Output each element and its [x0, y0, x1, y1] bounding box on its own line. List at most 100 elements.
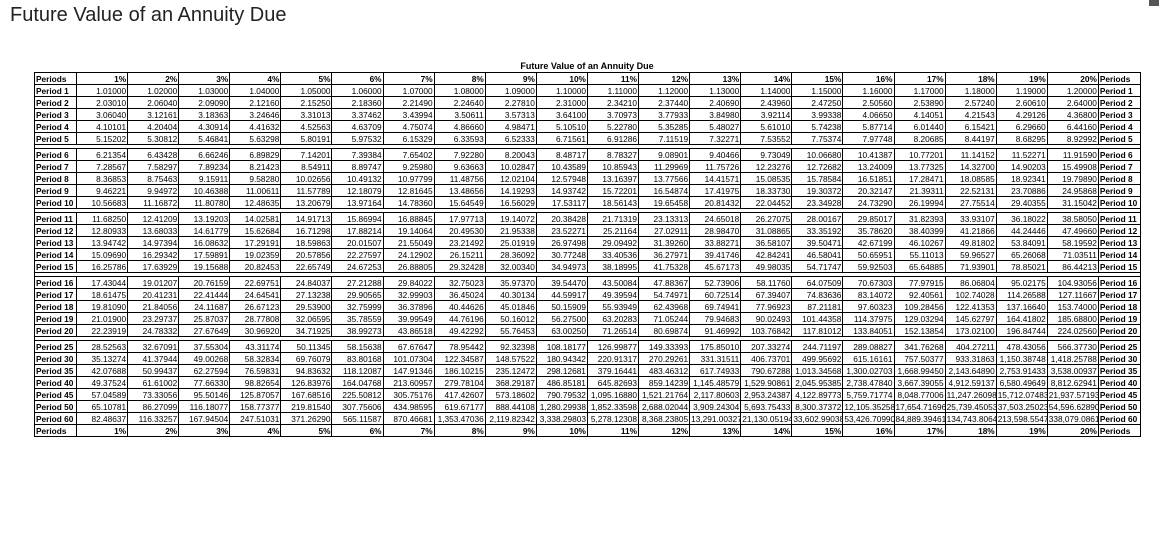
table-cell: 67.67647: [382, 340, 435, 353]
period-label: Period 5: [1097, 132, 1141, 145]
table-cell: 46.58041: [791, 248, 844, 261]
table-cell: 10.43589: [535, 160, 588, 173]
table-cell: 37.55304: [178, 340, 231, 353]
table-cell: 3.18363: [178, 108, 231, 121]
table-cell: 2,143.64890: [944, 364, 997, 377]
periods-header: Periods: [1097, 424, 1141, 437]
table-cell: 95.50146: [178, 388, 231, 401]
table-cell: 21.39311: [893, 184, 946, 197]
table-cell: 29.32428: [433, 260, 486, 273]
table-cell: 1.17000: [893, 84, 946, 97]
table-cell: 34.71925: [280, 324, 333, 337]
period-label: Period 8: [1097, 172, 1141, 185]
table-cell: 16.08632: [178, 236, 231, 249]
rate-header: 16%: [842, 72, 895, 85]
table-cell: 1.06000: [331, 84, 384, 97]
table-cell: 17.28471: [893, 172, 946, 185]
table-cell: 20.76159: [178, 276, 231, 289]
table-cell: 23.29737: [127, 312, 180, 325]
table-cell: 22.23919: [75, 324, 129, 337]
table-cell: 13.77325: [893, 160, 946, 173]
rate-header: 1%: [75, 72, 129, 85]
rate-header: 15%: [791, 424, 844, 437]
table-cell: 617.74933: [689, 364, 742, 377]
table-cell: 37,503.25023: [995, 400, 1048, 413]
table-cell: 24.11687: [178, 300, 231, 313]
table-cell: 3.70973: [586, 108, 640, 121]
table-cell: 32.67091: [127, 340, 180, 353]
table-cell: 13.24009: [842, 160, 895, 173]
table-cell: 13.97164: [331, 196, 384, 209]
table-cell: 98.82654: [229, 376, 282, 389]
table-cell: 18.61475: [75, 288, 129, 301]
table-cell: 4.98471: [484, 120, 537, 133]
period-label: Period 30: [34, 352, 77, 365]
period-label: Period 20: [1097, 324, 1141, 337]
table-cell: 7.53552: [740, 132, 793, 145]
table-cell: 28.00167: [791, 212, 844, 225]
table-cell: 11.16872: [127, 196, 180, 209]
table-cell: 70.67303: [842, 276, 895, 289]
table-cell: 53.84091: [995, 236, 1048, 249]
table-cell: 7.75374: [791, 132, 844, 145]
table-cell: 185.68800: [1046, 312, 1099, 325]
annuity-table-container: Future Value of an Annuity Due Periods 1%…: [34, 61, 1141, 437]
table-cell: 13.48656: [433, 184, 486, 197]
table-cell: 49.98035: [740, 260, 793, 273]
period-label: Period 17: [1097, 288, 1141, 301]
table-cell: 20.41231: [127, 288, 180, 301]
table-cell: 65.10781: [75, 400, 129, 413]
table-cell: 17.88214: [331, 224, 384, 237]
table-cell: 2,117.80603: [689, 388, 742, 401]
table-cell: 15.09690: [75, 248, 129, 261]
rate-header: 2%: [127, 72, 180, 85]
table-cell: 14.41571: [689, 172, 742, 185]
table-cell: 104.93056: [1046, 276, 1099, 289]
table-cell: 24.67253: [331, 260, 384, 273]
table-cell: 153.74000: [1046, 300, 1099, 313]
table-cell: 164.04768: [331, 376, 384, 389]
table-cell: 21.71319: [586, 212, 640, 225]
table-cell: 8,048.77006: [893, 388, 946, 401]
table-cell: 71.26514: [586, 324, 640, 337]
table-cell: 122.34587: [433, 352, 486, 365]
table-cell: 4.41632: [229, 120, 282, 133]
table-cell: 8.20043: [484, 148, 537, 161]
table-cell: 173.02100: [944, 324, 997, 337]
table-cell: 1.14000: [740, 84, 793, 97]
table-cell: 6.43428: [127, 148, 180, 161]
table-row: Period 3 3.06040 3.12161 3.18363 3.24646 3.31…: [34, 108, 1141, 121]
table-cell: 757.50377: [893, 352, 946, 365]
table-cell: 6.33593: [433, 132, 486, 145]
table-cell: 26.88805: [382, 260, 435, 273]
table-cell: 25.01919: [484, 236, 537, 249]
rate-header: 7%: [382, 72, 435, 85]
rate-header: 15%: [791, 72, 844, 85]
table-cell: 2,953.24387: [740, 388, 793, 401]
table-cell: 6.15329: [382, 132, 435, 145]
group-spacer: [34, 144, 1141, 149]
table-cell: 19.30372: [791, 184, 844, 197]
table-cell: 92.40561: [893, 288, 946, 301]
table-cell: 91.46992: [689, 324, 742, 337]
table-cell: 790.67288: [740, 364, 793, 377]
table-cell: 36.18022: [995, 212, 1048, 225]
table-row: Period 60 82.48637 116.33257 167.94504 247.5…: [34, 412, 1141, 425]
table-cell: 83.80168: [331, 352, 384, 365]
table-cell: 17.41975: [689, 184, 742, 197]
table-cell: 2.50560: [842, 96, 895, 109]
table-cell: 1,668.99450: [893, 364, 946, 377]
period-label: Period 60: [1097, 412, 1141, 425]
table-cell: 7.65402: [382, 148, 435, 161]
table-cell: 43.31174: [229, 340, 282, 353]
table-cell: 244.71197: [791, 340, 844, 353]
table-cell: 8.68295: [995, 132, 1048, 145]
table-cell: 134,743.80644: [944, 412, 997, 425]
table-cell: 1.11000: [586, 84, 640, 97]
table-cell: 19.14064: [382, 224, 435, 237]
table-cell: 95.02175: [995, 276, 1048, 289]
period-label: Period 18: [1097, 300, 1141, 313]
table-cell: 2.31000: [535, 96, 588, 109]
table-cell: 1.02000: [127, 84, 180, 97]
table-cell: 62.43968: [638, 300, 691, 313]
